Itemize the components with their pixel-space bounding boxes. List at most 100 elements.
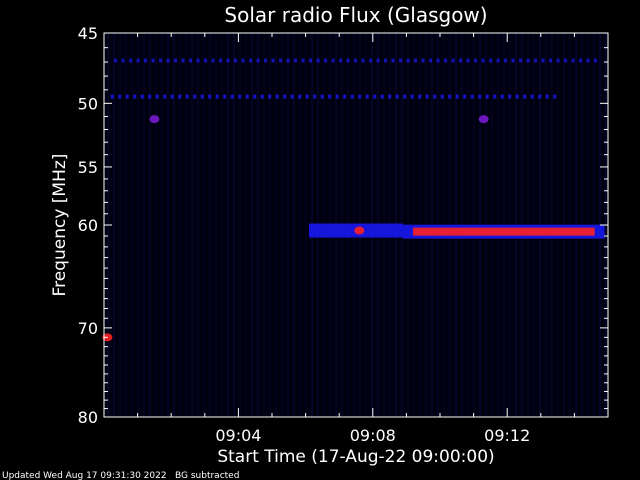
background-streak	[233, 33, 235, 417]
band-dot	[556, 58, 560, 63]
band-dot	[294, 58, 298, 63]
band-dot	[508, 94, 512, 99]
band-dot	[331, 58, 335, 63]
band-dot	[440, 94, 444, 99]
band-dot	[373, 94, 377, 99]
band-dot	[451, 58, 455, 63]
background-streak	[245, 33, 247, 417]
band-dot	[470, 94, 474, 99]
x-axis-label: Start Time (17-Aug-22 09:00:00)	[217, 447, 494, 467]
band-dot	[144, 58, 148, 63]
band-dot	[481, 58, 485, 63]
band-dot	[298, 94, 302, 99]
background-streak	[209, 33, 211, 417]
band-dot	[185, 94, 189, 99]
band-dot	[268, 94, 272, 99]
background-streak	[227, 33, 229, 417]
background-streak	[203, 33, 205, 417]
band-dot	[125, 94, 129, 99]
band-dot	[463, 94, 467, 99]
band-dot	[433, 94, 437, 99]
band-dot	[166, 58, 170, 63]
background-streak	[275, 33, 277, 417]
band-dot	[523, 94, 527, 99]
y-tick-label: 50	[78, 94, 98, 113]
band-dot	[148, 94, 152, 99]
band-dot	[425, 94, 429, 99]
band-dot	[290, 94, 294, 99]
background-streak	[131, 33, 133, 417]
y-tick-label: 45	[78, 24, 98, 43]
band-dot	[133, 94, 137, 99]
band-dot	[279, 58, 283, 63]
background-streak	[113, 33, 115, 417]
band-dot	[448, 94, 452, 99]
band-dot	[478, 94, 482, 99]
band-dot	[354, 58, 358, 63]
band-dot	[466, 58, 470, 63]
band-dot	[335, 94, 339, 99]
band-dot	[350, 94, 354, 99]
band-dot	[361, 58, 365, 63]
band-dot	[549, 58, 553, 63]
background-streak	[185, 33, 187, 417]
spectrogram-features	[102, 58, 605, 342]
band-dot	[414, 58, 418, 63]
band-dot	[403, 94, 407, 99]
band-dot	[249, 58, 253, 63]
band-dot	[309, 58, 313, 63]
band-dot	[459, 58, 463, 63]
chart-title: Solar radio Flux (Glasgow)	[224, 3, 487, 27]
band-dot	[238, 94, 242, 99]
background-streak	[287, 33, 289, 417]
band-dot	[174, 58, 178, 63]
band-dot	[114, 58, 118, 63]
band-dot	[410, 94, 414, 99]
band-dot	[234, 58, 238, 63]
background-streak	[269, 33, 271, 417]
band-dot	[328, 94, 332, 99]
band-dot	[155, 94, 159, 99]
background-streak	[125, 33, 127, 417]
band-dot	[264, 58, 268, 63]
band-dot	[376, 58, 380, 63]
band-dot	[260, 94, 264, 99]
axes: 45 50 55 60 70 80 09:04 09:08 09:12	[78, 24, 609, 445]
footer-updated-text: Updated Wed Aug 17 09:31:30 2022	[2, 471, 167, 480]
band-dot	[418, 94, 422, 99]
band-dot	[339, 58, 343, 63]
band-dot	[196, 58, 200, 63]
band-dot	[474, 58, 478, 63]
band-dot	[571, 58, 575, 63]
emission-band-core	[413, 227, 595, 236]
band-dot	[399, 58, 403, 63]
band-dot	[534, 58, 538, 63]
background-streak	[257, 33, 259, 417]
band-dot	[271, 58, 275, 63]
band-dot	[358, 94, 362, 99]
band-dot	[324, 58, 328, 63]
band-dot	[118, 94, 122, 99]
band-dot	[313, 94, 317, 99]
band-dot	[305, 94, 309, 99]
emission-spot	[478, 115, 489, 124]
band-dot	[121, 58, 125, 63]
background-streak	[293, 33, 295, 417]
band-dot	[421, 58, 425, 63]
band-dot	[500, 94, 504, 99]
background-streak	[149, 33, 151, 417]
band-dot	[515, 94, 519, 99]
background-streak	[221, 33, 223, 417]
background-streak	[173, 33, 175, 417]
emission-spot	[354, 226, 365, 235]
band-dot	[346, 58, 350, 63]
band-dot	[110, 94, 114, 99]
background-streak	[263, 33, 265, 417]
band-dot	[436, 58, 440, 63]
y-tick-label: 70	[78, 319, 98, 338]
band-dot	[129, 58, 133, 63]
band-dot	[193, 94, 197, 99]
background-streak	[305, 33, 307, 417]
band-dot	[594, 58, 598, 63]
